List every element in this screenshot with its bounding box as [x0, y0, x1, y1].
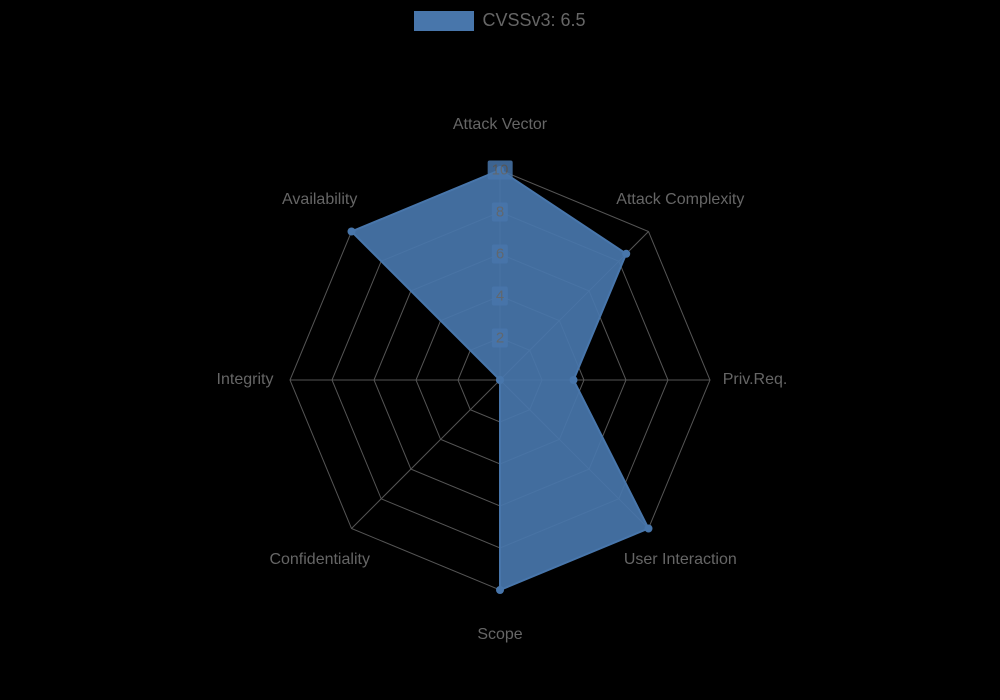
axis-label: Availability — [282, 191, 357, 209]
axis-label: Confidentiality — [269, 551, 370, 569]
axis-label: Attack Complexity — [616, 191, 744, 209]
radar-svg — [0, 0, 1000, 700]
radar-chart: CVSSv3: 6.5 Attack VectorAttack Complexi… — [0, 0, 1000, 700]
tick-label: 8 — [492, 203, 508, 222]
axis-label: Integrity — [217, 371, 274, 389]
axis-label: Scope — [477, 626, 522, 644]
tick-label: 2 — [492, 329, 508, 348]
axis-label: User Interaction — [624, 551, 737, 569]
axis-label: Attack Vector — [453, 116, 547, 134]
axis-label: Priv.Req. — [723, 371, 788, 389]
tick-label: 6 — [492, 245, 508, 264]
tick-label: 4 — [492, 287, 508, 306]
tick-label: 10 — [488, 161, 513, 180]
